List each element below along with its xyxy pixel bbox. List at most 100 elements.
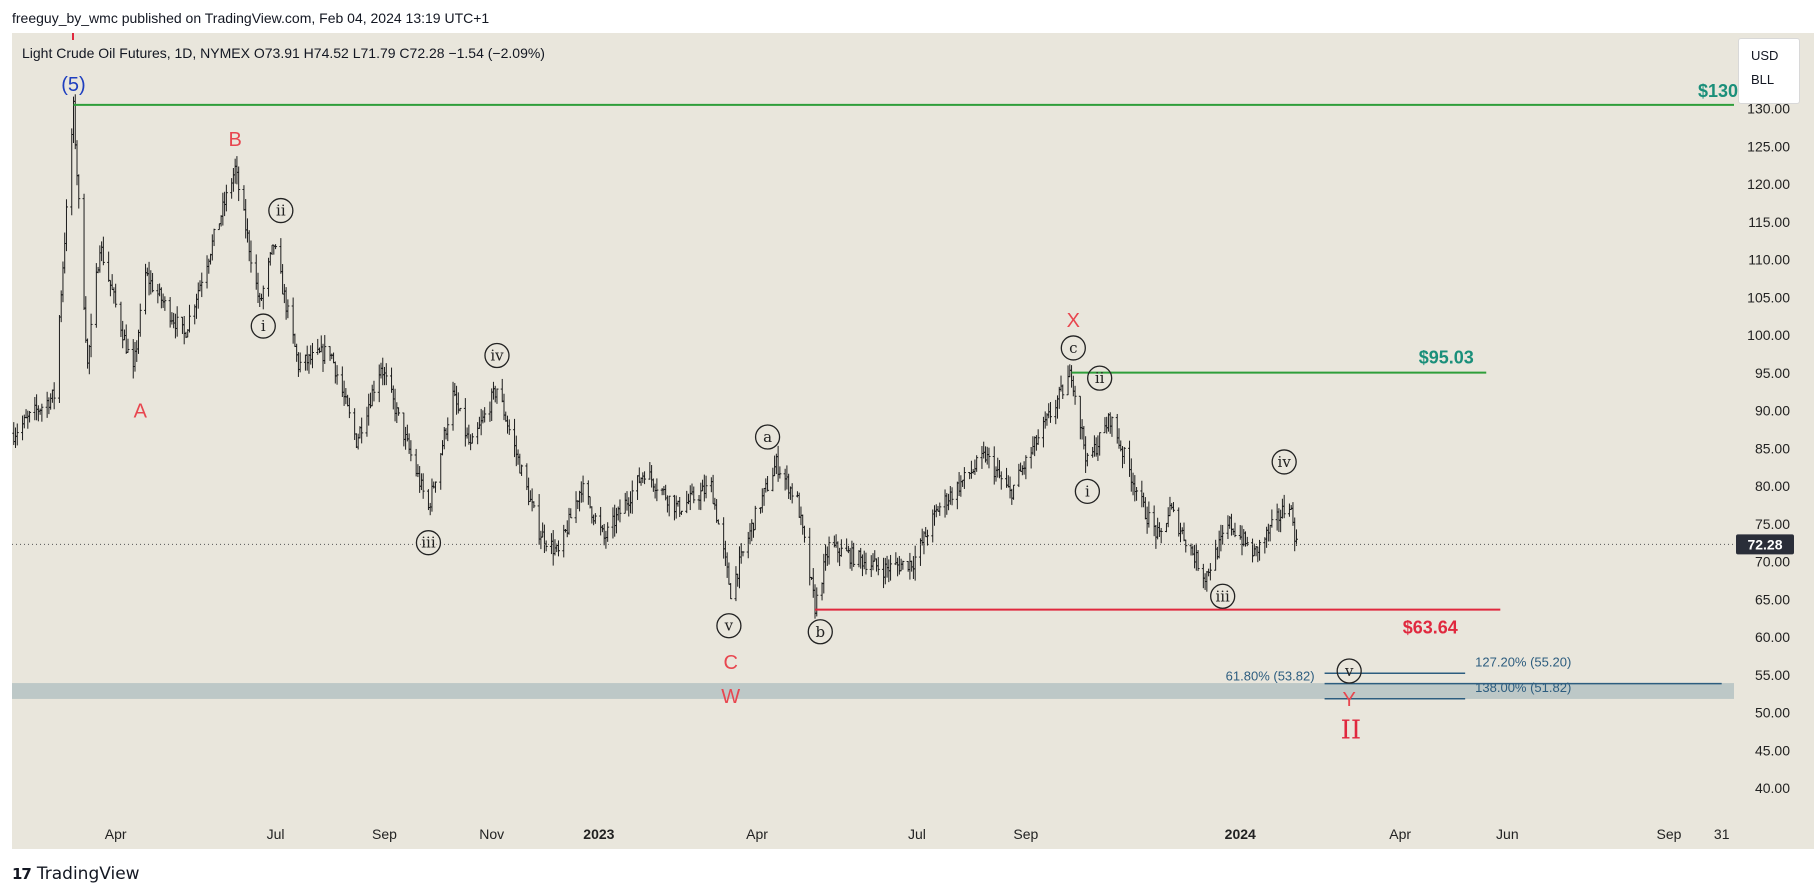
price-bar xyxy=(852,542,856,567)
price-bar xyxy=(1294,529,1298,546)
price-bar xyxy=(1282,494,1286,519)
price-bars xyxy=(12,94,1734,619)
currency-selector[interactable]: USD BLL xyxy=(1738,38,1800,104)
price-bar xyxy=(28,410,32,423)
price-bar xyxy=(40,403,44,422)
price-bar xyxy=(89,313,93,358)
wave-circle xyxy=(1087,365,1113,391)
price-bar xyxy=(839,539,843,557)
wave-text: ii xyxy=(1095,369,1105,387)
x-tick-label: Sep xyxy=(1657,826,1682,842)
wave-label-iii[interactable]: iii xyxy=(415,530,442,556)
price-bar xyxy=(212,228,216,247)
wave-label-B[interactable]: B xyxy=(228,129,241,151)
price-bar xyxy=(175,306,179,337)
wave-label-(5)[interactable]: (5) xyxy=(61,74,85,96)
price-bar xyxy=(606,522,610,542)
wave-label-i[interactable]: i xyxy=(250,313,276,339)
price-bar xyxy=(581,475,585,503)
wave-label-a[interactable]: a xyxy=(754,424,781,450)
wave-circle xyxy=(1210,583,1236,609)
wave-circle xyxy=(1074,478,1101,505)
price-bar xyxy=(200,272,204,298)
x-tick-label: Jul xyxy=(267,826,285,842)
price-bar xyxy=(397,407,401,416)
y-tick-label: 75.00 xyxy=(1755,516,1790,532)
wave-label-Y[interactable]: Y xyxy=(1343,689,1356,711)
price-bar xyxy=(446,417,450,442)
price-bar xyxy=(1147,501,1151,528)
top-level-label: $130 xyxy=(1698,81,1738,101)
price-bar xyxy=(643,471,647,485)
price-bar xyxy=(1110,416,1114,437)
wave-label-v[interactable]: v xyxy=(1336,658,1362,684)
wave-label-A[interactable]: A xyxy=(134,401,148,423)
wave-label-iv[interactable]: iv xyxy=(484,342,510,369)
wave-circle xyxy=(484,342,510,369)
tv-logo-icon: 17 xyxy=(12,865,32,883)
wave-circle xyxy=(1060,335,1086,361)
price-bar xyxy=(470,433,474,444)
price-bar xyxy=(64,199,68,252)
wave-label-X[interactable]: X xyxy=(1067,310,1080,332)
price-bar xyxy=(987,447,991,469)
price-bar xyxy=(237,166,241,202)
price-bar xyxy=(151,272,155,293)
price-bar xyxy=(1245,536,1249,547)
price-bar xyxy=(15,423,19,446)
y-tick-label: 65.00 xyxy=(1755,591,1790,607)
price-bar xyxy=(483,407,487,423)
wave-label-II[interactable]: II xyxy=(1341,715,1362,745)
support-zone xyxy=(12,683,1734,699)
wave-circle xyxy=(268,197,294,224)
price-bar xyxy=(1270,509,1274,528)
wave-text: ii xyxy=(276,202,286,220)
publisher-header: freeguy_by_wmc published on TradingView.… xyxy=(12,10,490,26)
price-bar xyxy=(1048,401,1052,423)
price-bar xyxy=(790,483,794,504)
price-bar xyxy=(827,536,831,565)
price-bar xyxy=(876,557,880,576)
price-bar xyxy=(950,487,954,506)
y-tick-label: 120.00 xyxy=(1747,176,1790,192)
price-bar xyxy=(495,388,499,404)
price-bar xyxy=(1098,432,1102,456)
wave-label-i[interactable]: i xyxy=(1074,478,1101,505)
wave-label-iii[interactable]: iii xyxy=(1210,583,1236,609)
price-bar xyxy=(938,502,942,516)
wave-label-W[interactable]: W xyxy=(721,686,740,708)
tradingview-brand[interactable]: 17 TradingView xyxy=(12,864,140,884)
price-bar xyxy=(1061,384,1065,399)
price-bar xyxy=(114,283,118,308)
wave-label-ii[interactable]: ii xyxy=(268,197,294,224)
price-bar xyxy=(913,545,917,581)
price-bar xyxy=(310,342,314,369)
y-tick-label: 115.00 xyxy=(1748,214,1790,230)
y-tick-label: 90.00 xyxy=(1755,403,1790,419)
price-bar xyxy=(1122,446,1126,464)
price-bar xyxy=(1024,455,1028,480)
wave-label-b[interactable]: b xyxy=(807,619,833,645)
y-tick-label: 40.00 xyxy=(1755,780,1790,796)
wave-label-c[interactable]: c xyxy=(1060,335,1086,361)
wave-label-iv[interactable]: iv xyxy=(1271,449,1297,475)
wave-label-v[interactable]: v xyxy=(716,613,742,639)
price-bar xyxy=(298,352,302,373)
wave-label-ii[interactable]: ii xyxy=(1087,365,1113,391)
y-tick-label: 95.00 xyxy=(1755,365,1790,381)
fib-61-8-label: 61.80% (53.82) xyxy=(1226,669,1315,684)
price-bar xyxy=(372,380,376,402)
price-bar xyxy=(335,365,339,385)
price-bar xyxy=(1208,563,1212,581)
wave-label-C[interactable]: C xyxy=(723,652,737,674)
wave-text: i xyxy=(261,317,266,335)
plot-background xyxy=(12,33,1734,849)
price-bar xyxy=(347,397,351,419)
price-bar xyxy=(975,455,979,472)
price-bar xyxy=(1012,484,1016,500)
price-bar xyxy=(1135,487,1139,501)
y-tick-label: 45.00 xyxy=(1755,742,1790,758)
price-bar xyxy=(569,508,573,519)
price-bar xyxy=(655,478,659,502)
